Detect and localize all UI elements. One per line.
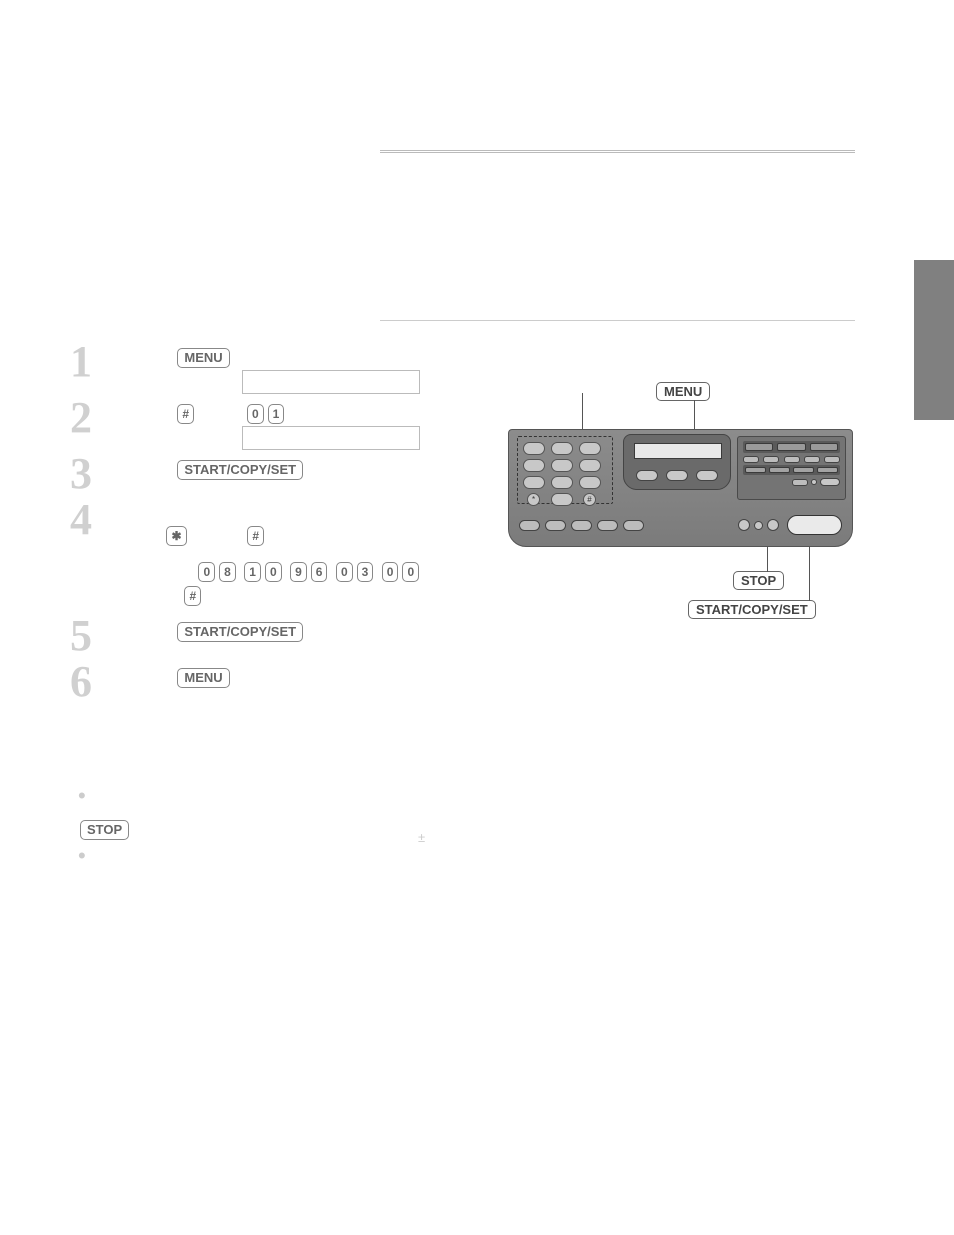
round-button[interactable] <box>754 521 763 530</box>
step-1: 1 Press MENU . <box>70 340 490 394</box>
menu-key: MENU <box>177 668 229 688</box>
digit-key: 0 <box>402 562 419 582</box>
step-number: 3 <box>70 452 130 496</box>
device-panel-area: * # <box>508 375 856 547</box>
feature-button[interactable] <box>784 456 800 463</box>
function-button[interactable] <box>519 520 540 531</box>
stop-label: STOP <box>733 571 784 590</box>
keypad-hash[interactable]: # <box>583 493 596 506</box>
digit-key: 0 <box>382 562 399 582</box>
zero-key: 0 <box>247 404 264 424</box>
feature-slot[interactable] <box>769 467 790 473</box>
side-tab <box>914 260 954 420</box>
step-number: 6 <box>70 660 130 704</box>
step-number: 4 <box>70 498 130 542</box>
step-number: 5 <box>70 614 130 658</box>
function-button[interactable] <box>571 520 592 531</box>
header-rule-double <box>380 150 855 153</box>
step-6: 6 Press MENU . <box>70 660 490 704</box>
nav-button[interactable] <box>636 470 658 481</box>
feature-button[interactable] <box>820 478 840 486</box>
step-number: 1 <box>70 340 130 384</box>
digit-key: 0 <box>198 562 215 582</box>
feature-slot[interactable] <box>793 467 814 473</box>
feature-button[interactable] <box>792 479 808 486</box>
step-4: 4 ✱ # 08 10 96 03 00 # <box>70 498 490 612</box>
digit-key: 0 <box>265 562 282 582</box>
feature-slot[interactable] <box>817 467 838 473</box>
keypad-star[interactable]: * <box>527 493 540 506</box>
keypad-button[interactable] <box>551 442 573 455</box>
start-copy-set-label: START/COPY/SET <box>688 600 816 619</box>
callout-line-scs <box>809 543 810 601</box>
function-button[interactable] <box>623 520 644 531</box>
feature-button[interactable] <box>824 456 840 463</box>
round-button[interactable] <box>738 519 750 531</box>
digit-key: 6 <box>311 562 328 582</box>
menu-button[interactable] <box>666 470 688 481</box>
lcd-preview-2 <box>242 426 420 450</box>
hash-key: # <box>184 586 201 606</box>
feature-button[interactable] <box>804 456 820 463</box>
step-number: 2 <box>70 396 130 440</box>
step-2: 2 Press # , then 01 . <box>70 396 490 450</box>
step-5: 5 Press START/COPY/SET . <box>70 614 490 658</box>
keypad-zone: * # <box>509 430 621 508</box>
step-3: 3 Press START/COPY/SET . <box>70 452 490 496</box>
feature-slot[interactable] <box>777 443 805 451</box>
menu-key: MENU <box>177 348 229 368</box>
bullet: • <box>78 846 131 866</box>
lcd-preview-1 <box>242 370 420 394</box>
feature-button[interactable] <box>763 456 779 463</box>
notes-bullets: • STOP • <box>78 786 131 880</box>
screen-hood <box>623 434 731 490</box>
keypad-button[interactable] <box>523 459 545 472</box>
feature-slot[interactable] <box>745 443 773 451</box>
callout-stop: STOP <box>733 571 784 590</box>
digit-key: 1 <box>244 562 261 582</box>
start-copy-set-button[interactable] <box>787 515 842 535</box>
steps-list: 1 Press MENU . 2 Press # , then 01 . 3 <box>70 340 490 706</box>
header-rule-single <box>380 320 855 321</box>
keypad-button[interactable] <box>523 476 545 489</box>
start-copy-set-key: START/COPY/SET <box>177 460 303 480</box>
stop-key: STOP <box>80 820 129 840</box>
keypad-button[interactable] <box>579 476 601 489</box>
stop-button[interactable] <box>767 519 779 531</box>
keypad-button[interactable] <box>551 476 573 489</box>
lcd-screen <box>634 443 722 459</box>
function-button[interactable] <box>597 520 618 531</box>
keypad-button[interactable] <box>579 459 601 472</box>
feature-slot[interactable] <box>810 443 838 451</box>
feature-button[interactable] <box>743 456 759 463</box>
start-copy-set-key: START/COPY/SET <box>177 622 303 642</box>
nav-button[interactable] <box>696 470 718 481</box>
stop-key-note: STOP <box>78 820 131 840</box>
digit-key: 9 <box>290 562 307 582</box>
digit-key: 0 <box>336 562 353 582</box>
keypad-button[interactable] <box>523 442 545 455</box>
feature-slot[interactable] <box>745 467 766 473</box>
bullet: • <box>78 786 131 806</box>
keypad-button[interactable] <box>551 459 573 472</box>
plusminus-symbol: ± <box>418 830 425 845</box>
callout-line-stop <box>767 543 768 572</box>
star-key: ✱ <box>166 526 186 546</box>
fax-device: * # <box>508 429 853 547</box>
center-zone <box>621 430 733 508</box>
hash-key: # <box>177 404 194 424</box>
indicator-led <box>811 479 817 485</box>
callout-start-copy-set: START/COPY/SET <box>688 600 816 619</box>
one-key: 1 <box>268 404 285 424</box>
feature-panel <box>737 436 846 500</box>
device-bottom-row <box>509 512 852 538</box>
hash-key: # <box>247 526 264 546</box>
right-zone <box>733 430 852 508</box>
keypad-button[interactable] <box>551 493 573 506</box>
keypad-button[interactable] <box>579 442 601 455</box>
digit-key: 3 <box>357 562 374 582</box>
digit-key: 8 <box>219 562 236 582</box>
function-button[interactable] <box>545 520 566 531</box>
